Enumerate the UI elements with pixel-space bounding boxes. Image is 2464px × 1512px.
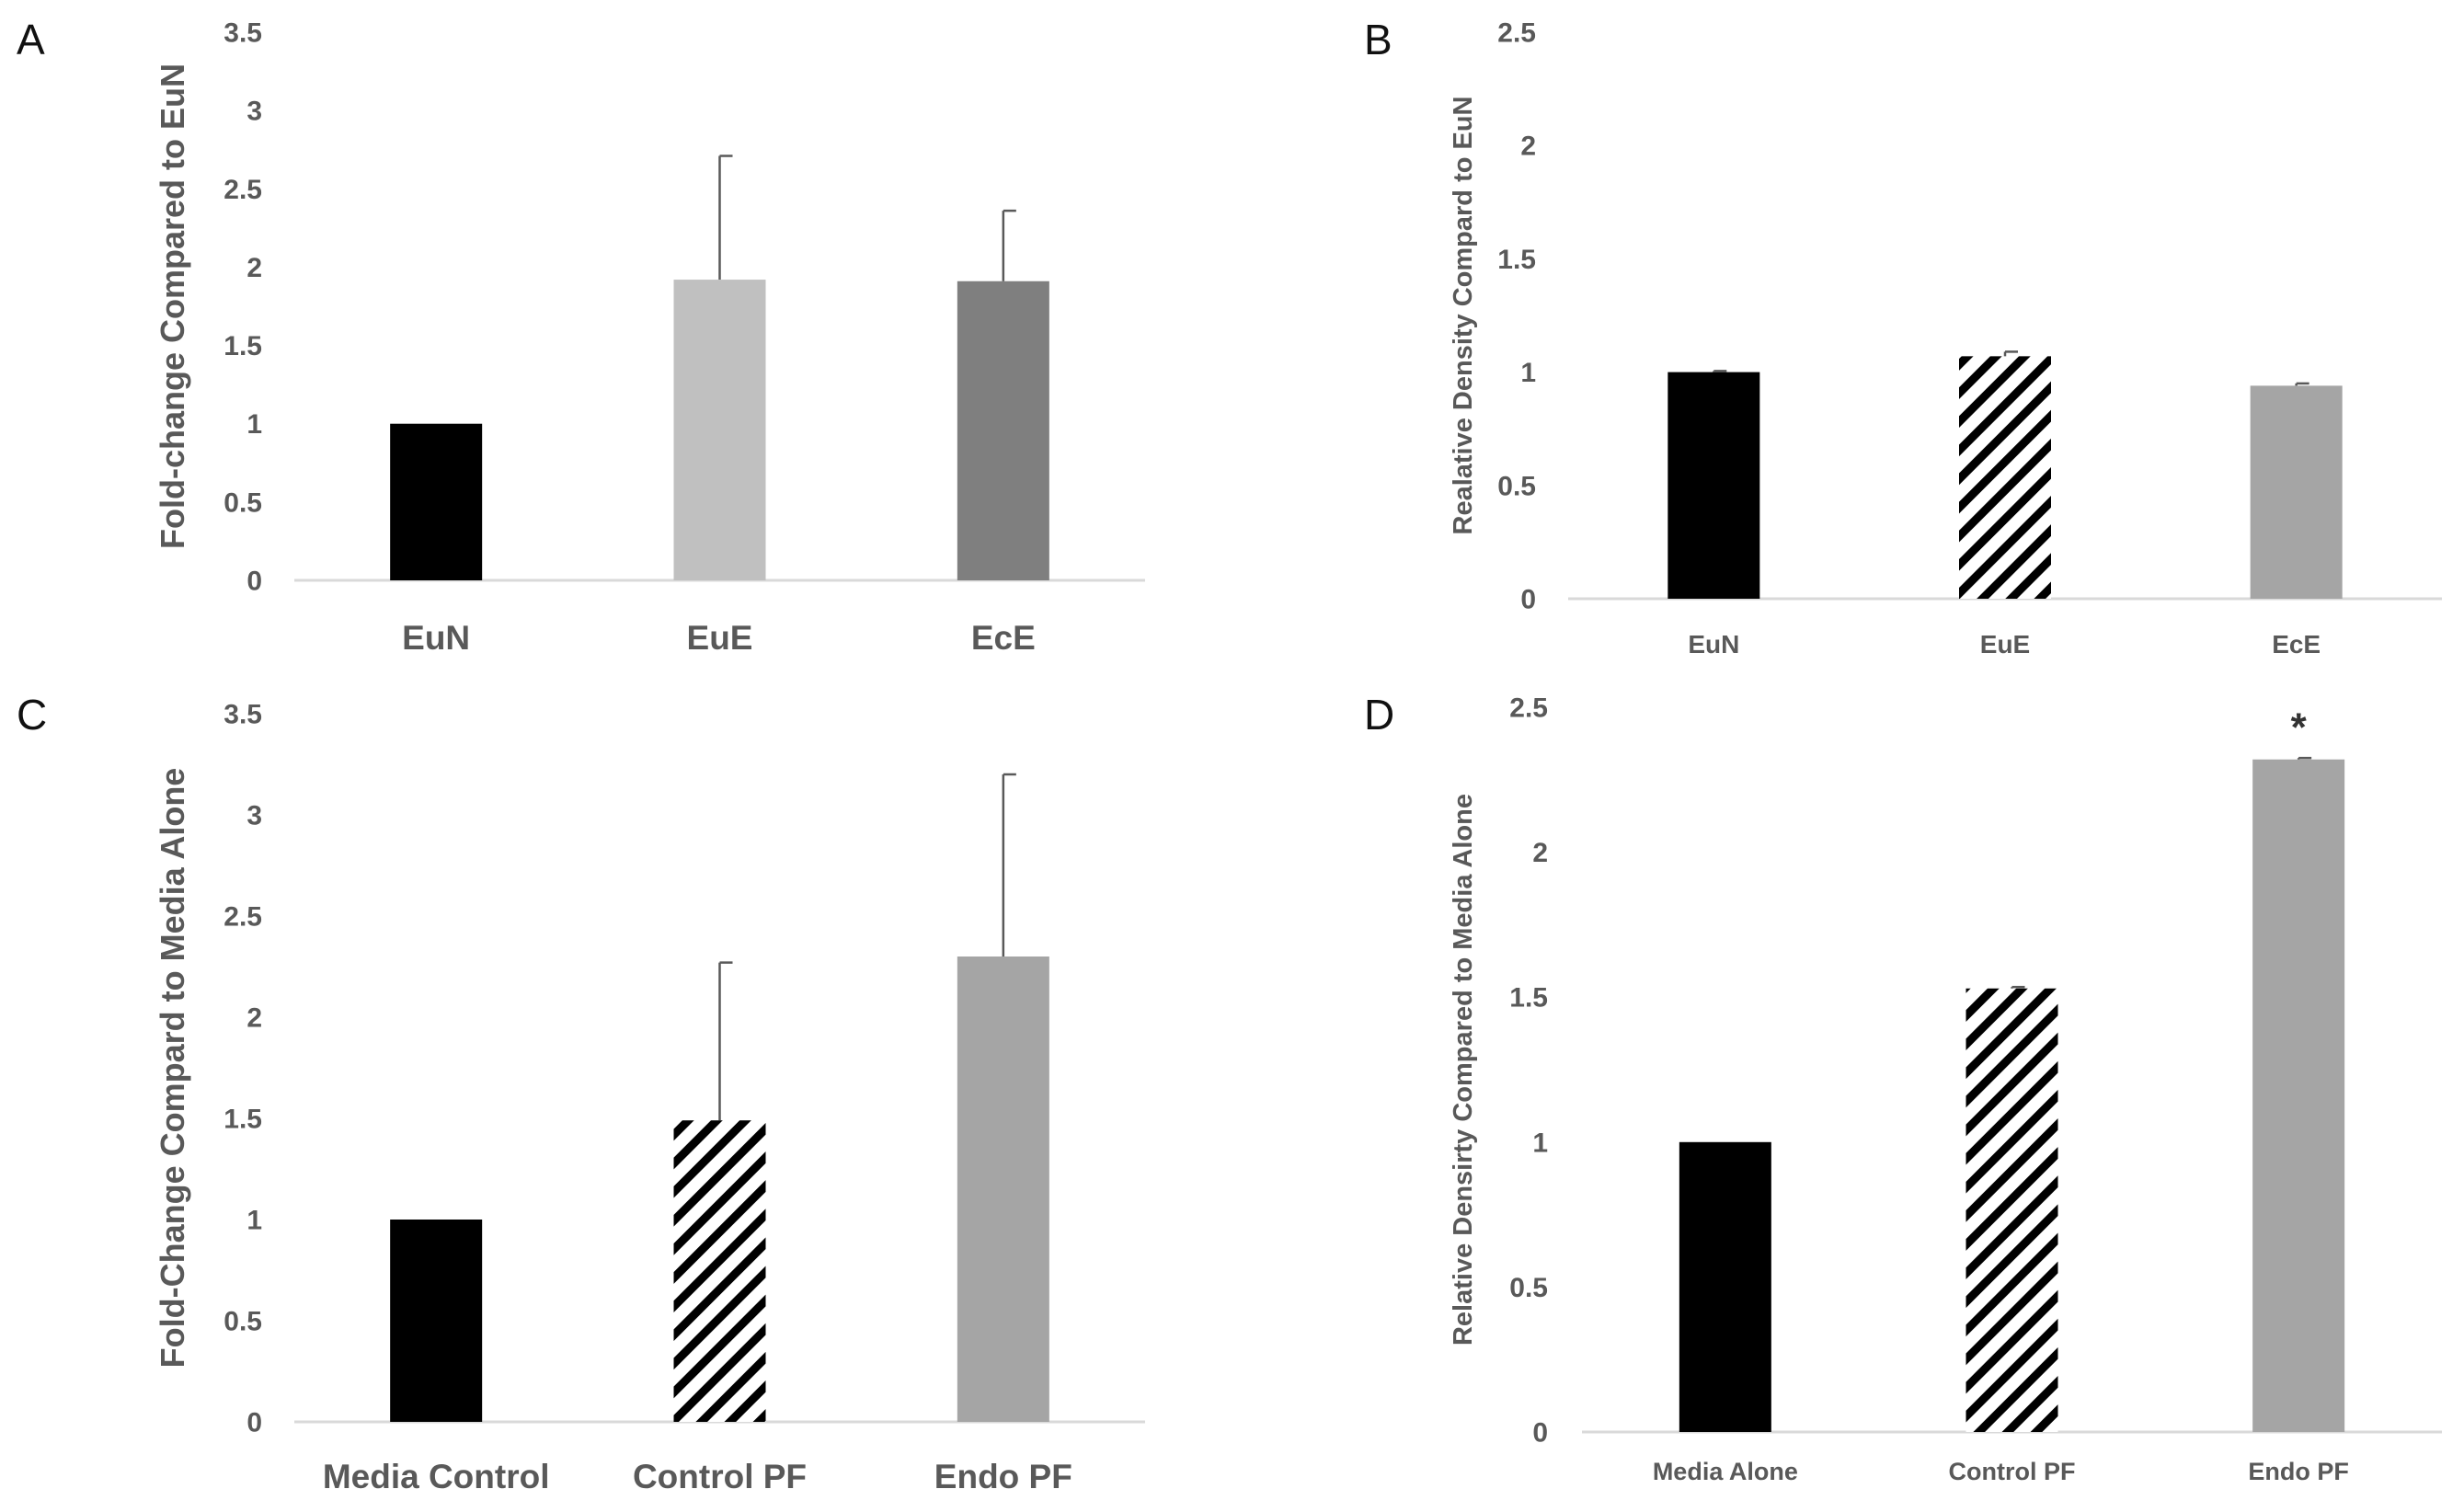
- bar-media-control: [390, 1220, 483, 1422]
- x-category-label: EcE: [2272, 630, 2321, 659]
- chart-a: 0 0.5 1 1.5 2 2.5 3 3.5 Fold-change Compared to …: [154, 18, 1145, 657]
- chart-b: 0 0.5 1 1.5 2 2.5 Realative Density Compard to…: [1449, 18, 2442, 659]
- y-tick-label: 0: [246, 567, 262, 597]
- panel-label-c: C: [17, 691, 48, 739]
- y-axis-label: Fold-Change Compard to Media Alone: [154, 768, 191, 1369]
- bar-control-pf: [1965, 988, 2058, 1432]
- y-axis-label: Fold-change Compared to EuN: [154, 63, 191, 549]
- y-tick-label: 1: [1520, 358, 1536, 388]
- y-tick-label: 1.5: [1509, 983, 1548, 1014]
- bar-ece: [957, 281, 1049, 580]
- y-tick-label: 3.5: [223, 700, 262, 730]
- x-category-label: EuE: [1980, 630, 2030, 659]
- panel-label-b: B: [1364, 16, 1392, 63]
- y-tick-label: 3.5: [223, 18, 262, 49]
- x-category-label: Endo PF: [934, 1458, 1072, 1495]
- x-category-label: EuN: [1688, 630, 1739, 659]
- x-category-label: Control PF: [1949, 1458, 2076, 1485]
- y-axis-label: Realative Density Compard to EuN: [1449, 97, 1478, 535]
- bar-endo-pf: [957, 956, 1049, 1422]
- x-category-label: Media Alone: [1653, 1458, 1798, 1485]
- y-tick-label: 1.5: [223, 331, 262, 361]
- y-tick-label: 2: [246, 253, 262, 283]
- bar-eun: [1667, 372, 1760, 599]
- y-tick-label: 1: [1532, 1128, 1548, 1158]
- bar-endo-pf: [2252, 759, 2345, 1432]
- y-tick-label: 2: [1520, 132, 1536, 162]
- y-tick-label: 2.5: [1497, 18, 1536, 49]
- bar-ece: [2250, 385, 2343, 599]
- x-category-label: EuE: [687, 619, 753, 657]
- y-tick-label: 0: [246, 1408, 262, 1438]
- chart-c: 0 0.5 1 1.5 2 2.5 3 3.5 Fold-Change Compard to M…: [154, 700, 1145, 1495]
- y-tick-label: 1.5: [223, 1105, 262, 1135]
- bar-control-pf: [673, 1120, 766, 1422]
- y-tick-label: 3: [246, 801, 262, 831]
- y-tick-label: 1: [246, 409, 262, 440]
- bar-media-alone: [1679, 1141, 1771, 1432]
- y-tick-label: 0.5: [1509, 1273, 1548, 1303]
- y-tick-label: 1.5: [1497, 245, 1536, 275]
- y-tick-label: 2.5: [223, 902, 262, 933]
- x-category-label: EuN: [402, 619, 470, 657]
- y-tick-label: 2: [1532, 838, 1548, 868]
- panel-label-a: A: [17, 16, 45, 63]
- y-tick-label: 0: [1532, 1418, 1548, 1449]
- y-tick-label: 3: [246, 97, 262, 127]
- y-axis-label: Relative Densirty Compared to Media Alon…: [1449, 794, 1478, 1346]
- y-tick-label: 2: [246, 1003, 262, 1034]
- y-tick-label: 0.5: [1497, 471, 1536, 501]
- significance-marker: *: [2291, 705, 2308, 750]
- bar-eun: [390, 423, 483, 580]
- y-tick-label: 0.5: [223, 487, 262, 518]
- y-tick-label: 1: [246, 1206, 262, 1236]
- x-category-label: EcE: [971, 619, 1036, 657]
- x-category-label: Endo PF: [2248, 1458, 2349, 1485]
- panel-label-d: D: [1364, 691, 1395, 739]
- bar-eue: [673, 280, 766, 580]
- bar-eue: [1959, 356, 2051, 599]
- x-category-label: Control PF: [633, 1458, 807, 1495]
- y-tick-label: 2.5: [223, 175, 262, 205]
- x-category-label: Media Control: [323, 1458, 550, 1495]
- y-tick-label: 0: [1520, 585, 1536, 615]
- chart-d: 0 0.5 1 1.5 2 2.5 Relative Densirty Compared t…: [1449, 693, 2442, 1485]
- y-tick-label: 2.5: [1509, 693, 1548, 724]
- y-tick-label: 0.5: [223, 1307, 262, 1337]
